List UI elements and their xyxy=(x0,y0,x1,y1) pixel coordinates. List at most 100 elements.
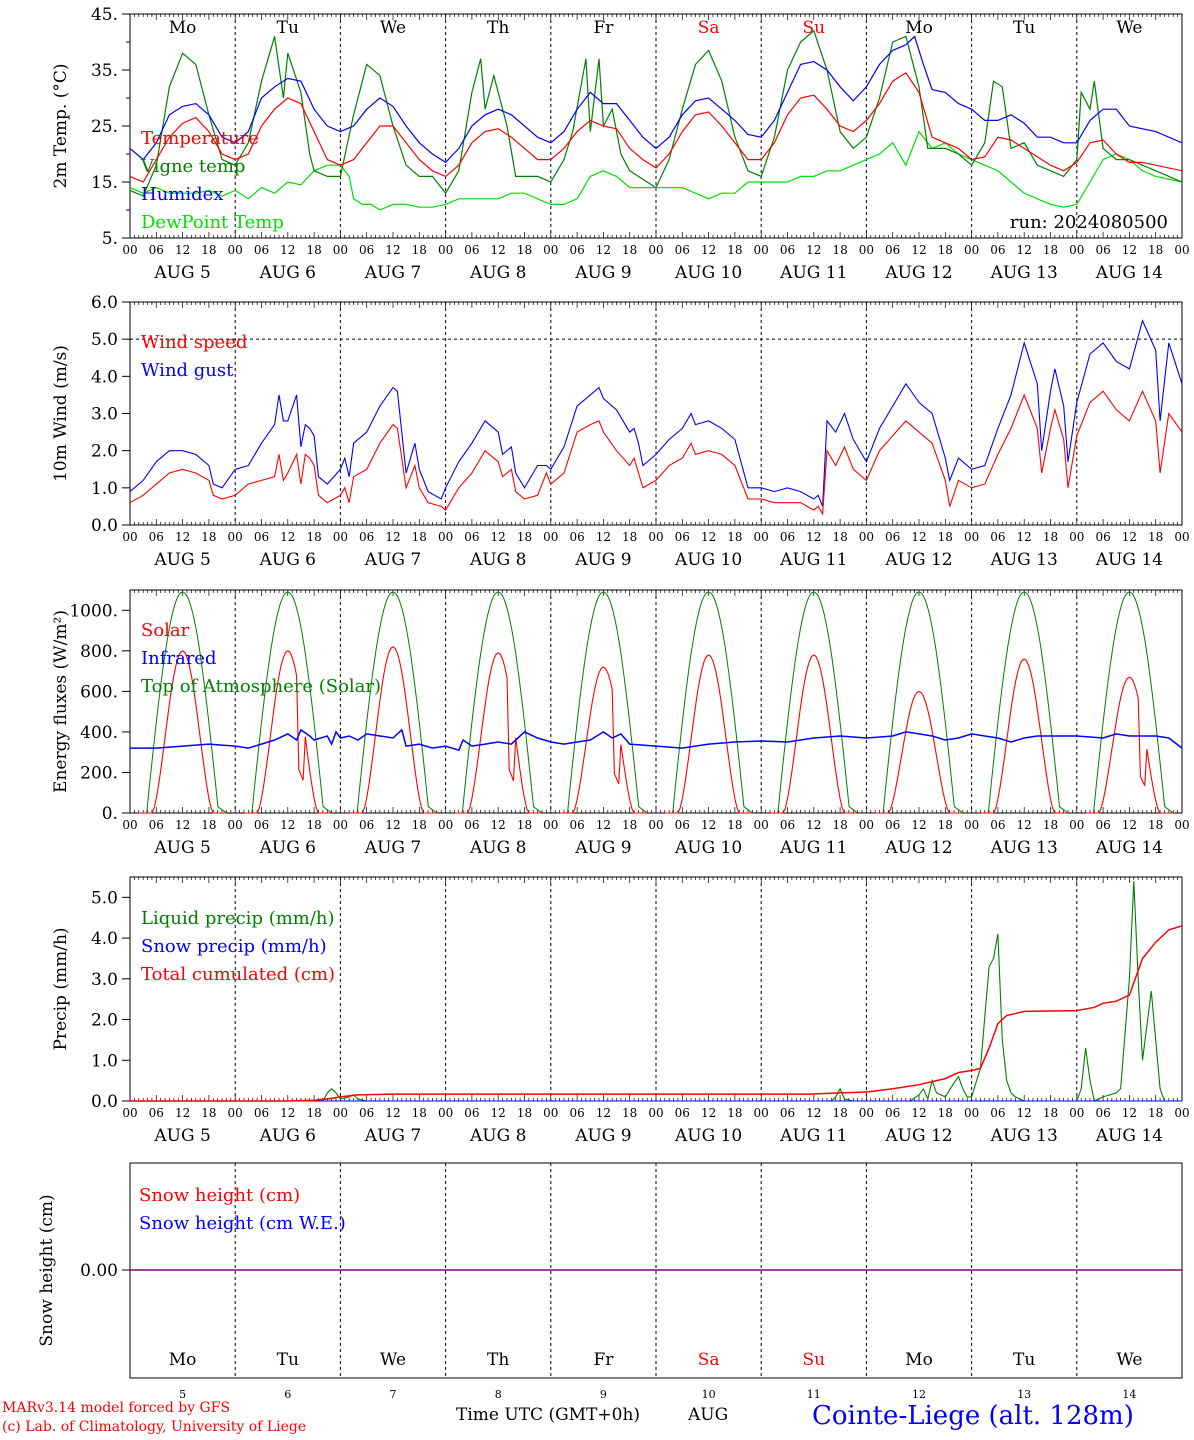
hour-label: 12 xyxy=(701,818,716,832)
date-label: AUG 6 xyxy=(259,1126,316,1146)
hour-label: 00 xyxy=(648,243,663,257)
hour-label: 12 xyxy=(175,243,190,257)
hour-label: 18 xyxy=(832,530,847,544)
day-number: 11 xyxy=(807,1388,821,1401)
hour-label: 12 xyxy=(385,243,400,257)
day-number: 13 xyxy=(1017,1388,1031,1401)
hour-label: 12 xyxy=(175,530,190,544)
hour-label: 12 xyxy=(701,1106,716,1120)
hour-label: 18 xyxy=(622,818,637,832)
date-label: AUG 14 xyxy=(1095,838,1163,858)
wind-speed-line xyxy=(129,389,1183,516)
hour-label: 06 xyxy=(569,818,584,832)
toa-solar-arch xyxy=(875,591,964,814)
date-label: AUG 9 xyxy=(574,263,631,283)
hour-label: 18 xyxy=(938,530,953,544)
hour-label: 18 xyxy=(517,818,532,832)
lab-credit: (c) Lab. of Climatology, University of L… xyxy=(2,1419,307,1435)
hour-label: 18 xyxy=(832,1106,847,1120)
solar-arch xyxy=(138,650,227,814)
hour-label: 06 xyxy=(885,818,900,832)
hour-label: 00 xyxy=(1174,818,1189,832)
y-tick-label: 0.0 xyxy=(91,516,118,536)
day-name: Tu xyxy=(277,18,299,38)
hour-label: 06 xyxy=(149,243,164,257)
hour-label: 18 xyxy=(517,243,532,257)
toa-solar-arch xyxy=(980,591,1069,814)
date-label: AUG 10 xyxy=(674,550,742,570)
temp-axis-label: 2m Temp. (°C) xyxy=(51,63,71,188)
hour-label: 00 xyxy=(648,818,663,832)
toa-solar-arch xyxy=(138,591,227,814)
toa-solar-arch xyxy=(559,591,648,814)
hour-label: 18 xyxy=(412,530,427,544)
legend-wind-speed: Wind speed xyxy=(141,332,247,353)
date-label: AUG 12 xyxy=(884,550,952,570)
hour-label: 06 xyxy=(1095,1106,1110,1120)
day-name: We xyxy=(1116,18,1142,38)
legend-liquid-precip-mm-h-: Liquid precip (mm/h) xyxy=(141,908,335,929)
hour-label: 12 xyxy=(175,818,190,832)
hour-label: 00 xyxy=(543,243,558,257)
legend-snow-height-cm-: Snow height (cm) xyxy=(139,1185,300,1206)
panel-frame-2 xyxy=(129,589,1183,814)
infrared-line xyxy=(130,728,1183,752)
legend-top-of-atmosphere-solar-: Top of Atmosphere (Solar) xyxy=(141,676,381,697)
solar-arch xyxy=(244,650,332,814)
y-tick-label: 45. xyxy=(91,5,118,25)
hour-label: 06 xyxy=(149,818,164,832)
hour-label: 18 xyxy=(306,818,321,832)
hour-label: 18 xyxy=(727,818,742,832)
y-tick-label: 400. xyxy=(80,723,118,743)
date-label: AUG 5 xyxy=(153,550,210,570)
hour-label: 18 xyxy=(412,243,427,257)
hour-label: 06 xyxy=(990,818,1005,832)
toa-solar-arch xyxy=(664,591,753,814)
y-tick-label: 6.0 xyxy=(91,293,118,313)
y-tick-label: 0. xyxy=(102,804,118,824)
solar-arch xyxy=(770,654,858,814)
hour-label: 00 xyxy=(1069,243,1084,257)
date-label: AUG 7 xyxy=(364,550,421,570)
panel-frame-1 xyxy=(129,301,1183,526)
hour-label: 00 xyxy=(438,818,453,832)
hour-label: 06 xyxy=(254,530,269,544)
hour-label: 18 xyxy=(201,1106,216,1120)
date-label: AUG 11 xyxy=(779,263,847,283)
date-label: AUG 5 xyxy=(153,263,210,283)
hour-label: 06 xyxy=(149,1106,164,1120)
temp-line-0 xyxy=(129,71,1183,183)
day-number: 14 xyxy=(1122,1388,1136,1401)
toa-solar-arch xyxy=(349,591,438,814)
date-label: AUG 6 xyxy=(259,263,316,283)
hour-label: 00 xyxy=(228,243,243,257)
hour-label: 18 xyxy=(306,1106,321,1120)
y-tick-label: 3.0 xyxy=(91,970,118,990)
date-label: AUG 7 xyxy=(364,838,421,858)
day-number: 7 xyxy=(390,1388,397,1401)
hour-label: 18 xyxy=(517,1106,532,1120)
hour-label: 18 xyxy=(727,243,742,257)
legend-infrared: Infrared xyxy=(141,648,216,669)
hour-label: 18 xyxy=(412,818,427,832)
hour-label: 06 xyxy=(990,530,1005,544)
hour-label: 06 xyxy=(675,243,690,257)
hour-label: 18 xyxy=(727,1106,742,1120)
hour-label: 00 xyxy=(122,818,137,832)
hour-label: 18 xyxy=(727,530,742,544)
hour-label: 18 xyxy=(306,243,321,257)
toa-solar-arch xyxy=(770,591,858,814)
hour-label: 12 xyxy=(1122,243,1137,257)
day-name: Mo xyxy=(905,1350,933,1370)
day-name: Su xyxy=(802,1350,825,1370)
hour-label: 00 xyxy=(438,1106,453,1120)
date-label: AUG 8 xyxy=(469,838,526,858)
date-label: AUG 9 xyxy=(574,1126,631,1146)
date-label: AUG 13 xyxy=(990,263,1058,283)
hour-label: 00 xyxy=(754,530,769,544)
y-tick-label: 600. xyxy=(80,682,118,702)
day-name: We xyxy=(380,18,406,38)
hour-label: 06 xyxy=(780,1106,795,1120)
hour-label: 06 xyxy=(990,1106,1005,1120)
